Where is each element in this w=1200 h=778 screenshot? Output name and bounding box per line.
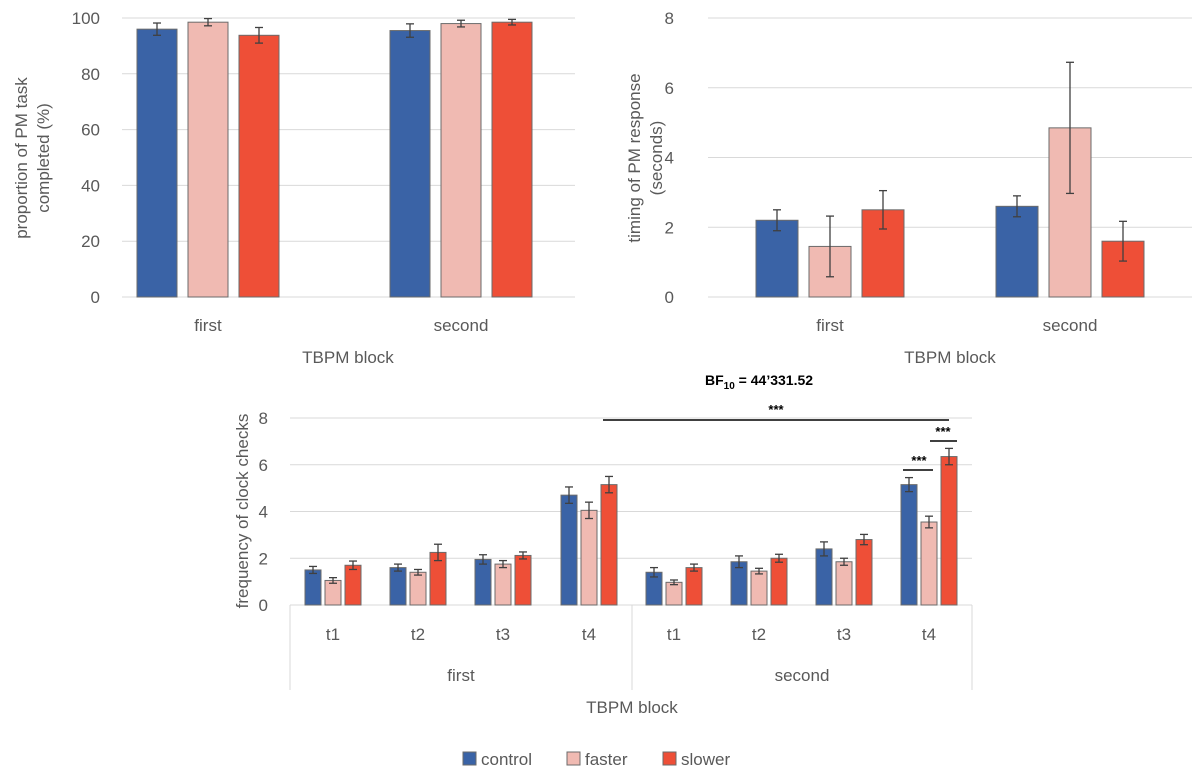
x-tick-label: t1 bbox=[667, 625, 681, 644]
y-tick-label: 80 bbox=[81, 65, 100, 84]
bar-control bbox=[560, 494, 578, 606]
y-tick-label: 0 bbox=[259, 596, 268, 615]
x-tick-label: second bbox=[434, 316, 489, 335]
x-group-label: first bbox=[447, 666, 475, 685]
significance-stars: *** bbox=[911, 453, 927, 468]
chart-clock-checks: 0 2 4 6 8 t1 t2 t3 t4 t1 t2 t3 t4 first second TBPM blo… bbox=[233, 409, 973, 717]
bar-faster bbox=[324, 579, 342, 606]
legend-swatch-faster bbox=[566, 751, 581, 766]
y-tick-label: 6 bbox=[665, 79, 674, 98]
x-tick-label: first bbox=[816, 316, 844, 335]
x-tick-label: t4 bbox=[922, 625, 936, 644]
y-axis-label-line: timing of PM response bbox=[625, 73, 644, 242]
legend-label-faster: faster bbox=[585, 750, 628, 769]
bar-faster bbox=[409, 571, 427, 606]
bar-faster bbox=[440, 23, 482, 298]
bar-slower bbox=[855, 539, 873, 606]
y-tick-label: 8 bbox=[259, 409, 268, 428]
significance-stars: *** bbox=[935, 424, 951, 439]
x-axis-label: TBPM block bbox=[904, 348, 996, 367]
legend-swatch-control bbox=[462, 751, 477, 766]
bar-faster bbox=[580, 509, 598, 606]
y-tick-label: 0 bbox=[91, 288, 100, 307]
x-tick-label: second bbox=[1043, 316, 1098, 335]
y-tick-label: 6 bbox=[259, 456, 268, 475]
x-tick-label: t2 bbox=[411, 625, 425, 644]
bar-slower bbox=[238, 34, 280, 298]
y-tick-label: 4 bbox=[259, 503, 268, 522]
y-tick-label: 20 bbox=[81, 232, 100, 251]
bar-control bbox=[304, 569, 322, 606]
bar-control bbox=[900, 484, 918, 606]
y-axis-label: frequency of clock checks bbox=[233, 414, 252, 609]
bar-control bbox=[755, 219, 799, 298]
bar-slower bbox=[600, 484, 618, 606]
bar-slower bbox=[685, 567, 703, 606]
bar-control bbox=[815, 548, 833, 606]
bar-slower bbox=[940, 456, 958, 606]
y-axis-label-line: completed (%) bbox=[34, 103, 53, 213]
y-axis-label: timing of PM response (seconds) bbox=[625, 73, 666, 242]
legend-label-control: control bbox=[481, 750, 532, 769]
y-tick-label: 100 bbox=[72, 9, 100, 28]
significance-stars: *** bbox=[768, 402, 784, 417]
y-axis-label-line: (seconds) bbox=[647, 121, 666, 196]
bar-faster bbox=[665, 581, 683, 606]
bar-faster bbox=[835, 561, 853, 606]
bar-control bbox=[389, 30, 431, 298]
x-tick-label: t1 bbox=[326, 625, 340, 644]
y-axis-label-line: proportion of PM task bbox=[12, 77, 31, 239]
x-group-label: second bbox=[775, 666, 830, 685]
bar-faster bbox=[920, 521, 938, 606]
x-tick-label: t3 bbox=[837, 625, 851, 644]
x-tick-label: t4 bbox=[582, 625, 596, 644]
y-tick-label: 2 bbox=[259, 549, 268, 568]
bar-control bbox=[474, 558, 492, 606]
bar-slower bbox=[491, 21, 533, 298]
bar-slower bbox=[770, 557, 788, 606]
legend-label-slower: slower bbox=[681, 750, 730, 769]
x-axis-label: TBPM block bbox=[302, 348, 394, 367]
bar-control bbox=[995, 205, 1039, 298]
y-tick-label: 2 bbox=[665, 218, 674, 237]
y-tick-label: 40 bbox=[81, 176, 100, 195]
x-axis-label: TBPM block bbox=[586, 698, 678, 717]
bar-faster bbox=[750, 570, 768, 606]
y-tick-label: 0 bbox=[665, 288, 674, 307]
legend: control faster slower bbox=[462, 750, 730, 769]
bar-control bbox=[136, 28, 178, 298]
legend-swatch-slower bbox=[662, 751, 677, 766]
y-tick-label: 4 bbox=[665, 149, 674, 168]
y-axis-label: proportion of PM task completed (%) bbox=[12, 77, 53, 239]
bar-faster bbox=[494, 563, 512, 606]
y-tick-label: 60 bbox=[81, 121, 100, 140]
x-tick-label: t2 bbox=[752, 625, 766, 644]
x-tick-label: first bbox=[194, 316, 222, 335]
bar-faster bbox=[187, 21, 229, 298]
bar-control bbox=[389, 567, 407, 606]
bar-slower bbox=[344, 564, 362, 606]
y-tick-label: 8 bbox=[665, 9, 674, 28]
significance-annotations: BF10 = 44’331.52 *** *** *** bbox=[603, 372, 957, 471]
bayes-factor-label: BF10 = 44’331.52 bbox=[705, 372, 813, 392]
bar-slower bbox=[514, 554, 532, 606]
x-tick-label: t3 bbox=[496, 625, 510, 644]
chart-pm-completed: 0 20 40 60 80 100 first second TBPM block proport… bbox=[12, 9, 575, 367]
chart-pm-timing: 0 2 4 6 8 first second TBPM block timing of PM r… bbox=[625, 9, 1192, 367]
